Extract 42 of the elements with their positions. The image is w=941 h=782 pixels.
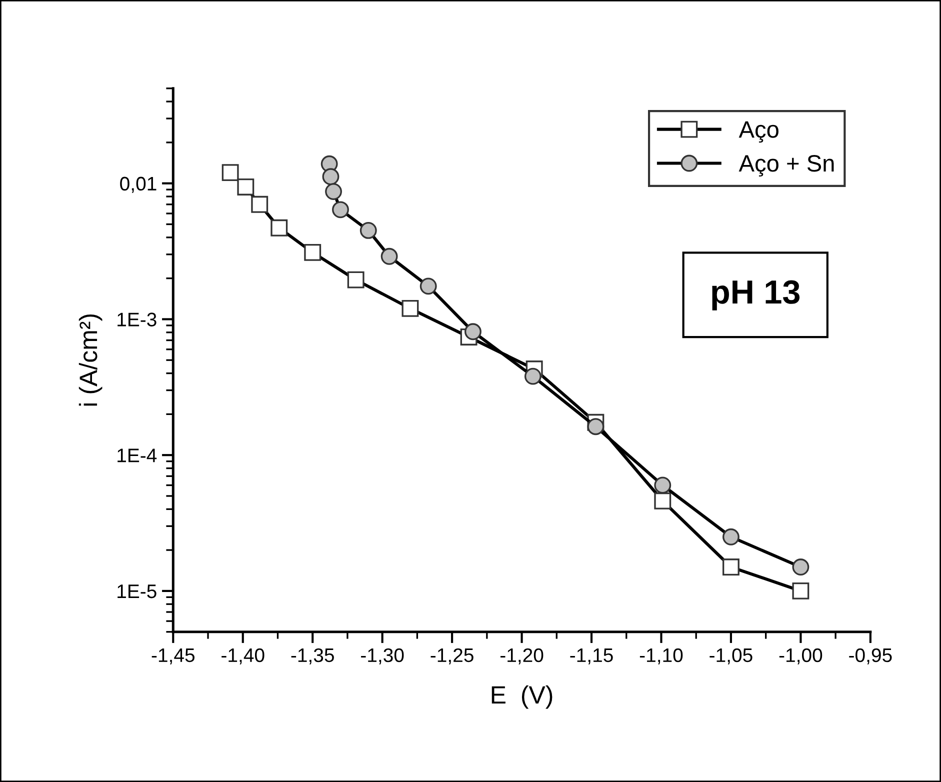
x-tick-label: -1,30 bbox=[361, 648, 404, 664]
point bbox=[270, 219, 288, 236]
point bbox=[347, 271, 364, 288]
point bbox=[792, 558, 810, 576]
legend-label: Aço + Sn bbox=[738, 155, 834, 177]
y-tick-label: 1E-3 bbox=[118, 312, 156, 326]
point bbox=[792, 582, 810, 600]
point bbox=[587, 418, 604, 436]
point bbox=[251, 196, 268, 213]
x-tick-label: -1,45 bbox=[152, 648, 194, 664]
point bbox=[222, 164, 239, 182]
point bbox=[654, 476, 672, 494]
point bbox=[524, 368, 542, 385]
y-axis-title: i (A/cm²) bbox=[78, 314, 102, 406]
point bbox=[420, 278, 437, 295]
point bbox=[360, 222, 377, 239]
y-tick-label: 0,01 bbox=[120, 176, 156, 193]
point bbox=[654, 492, 672, 510]
point bbox=[237, 178, 254, 196]
point bbox=[464, 323, 482, 340]
annotation: pH 13 bbox=[712, 280, 800, 310]
x-tick-label: -1,05 bbox=[710, 648, 752, 664]
x-axis-title: E (V) bbox=[492, 685, 552, 709]
point bbox=[722, 528, 740, 546]
point bbox=[304, 244, 322, 261]
x-tick-label: -1,35 bbox=[291, 648, 334, 664]
point bbox=[402, 300, 419, 317]
legend-label: Aço bbox=[738, 121, 778, 143]
x-tick-label: -1,00 bbox=[779, 648, 822, 664]
x-tick-label: -1,20 bbox=[500, 648, 544, 664]
point bbox=[332, 201, 349, 218]
point bbox=[380, 248, 398, 265]
y-tick-label: 1E-4 bbox=[118, 448, 157, 462]
x-tick-label: -1,15 bbox=[570, 648, 613, 664]
x-tick-label: -1,10 bbox=[640, 648, 683, 664]
point bbox=[325, 183, 342, 200]
x-tick-label: -0,95 bbox=[849, 648, 892, 664]
point bbox=[322, 168, 340, 186]
x-tick-label: -1,25 bbox=[430, 648, 474, 664]
y-tick-label: 1E-5 bbox=[118, 584, 156, 598]
point bbox=[722, 558, 740, 576]
x-tick-label: -1,40 bbox=[222, 648, 264, 664]
